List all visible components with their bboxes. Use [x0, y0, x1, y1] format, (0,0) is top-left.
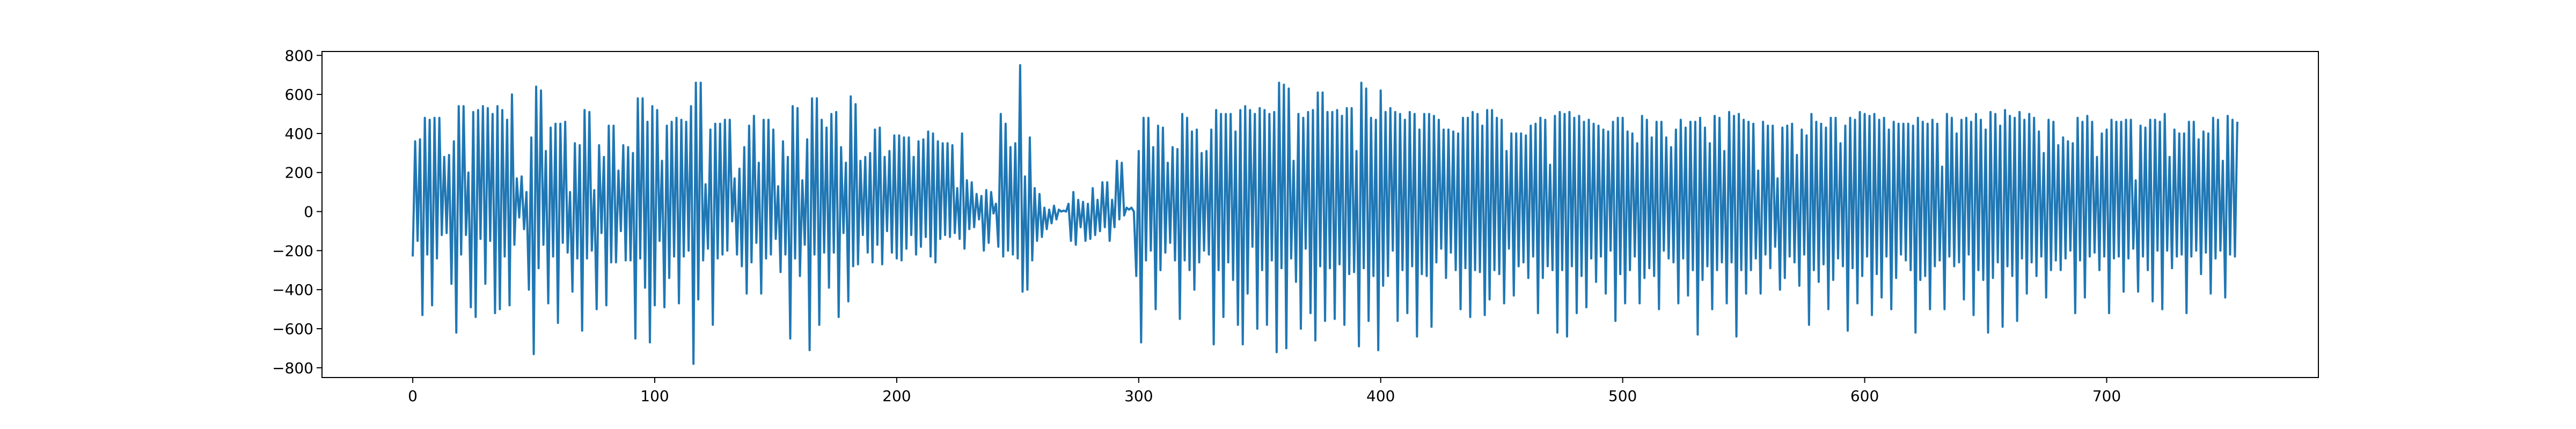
y-tick-label: −800 — [272, 359, 313, 377]
x-tick-label: 0 — [408, 387, 418, 405]
x-tick-label: 200 — [882, 387, 911, 405]
x-tick-label: 100 — [640, 387, 669, 405]
series-layer — [412, 64, 2238, 365]
x-tick-label: 700 — [2092, 387, 2121, 405]
y-tick-label: −200 — [272, 242, 313, 260]
plot-area: 0 100 200 300 400 500 600 700 −800 −600 −400 −200 0… — [272, 47, 2319, 405]
y-tick-label: 0 — [304, 203, 313, 221]
y-tick-label: −400 — [272, 281, 313, 299]
y-tick-label: −600 — [272, 320, 313, 338]
y-tick-label: 600 — [285, 86, 313, 103]
x-tick-label: 500 — [1608, 387, 1637, 405]
x-tick-label: 600 — [1850, 387, 1879, 405]
y-axis: −800 −600 −400 −200 0 200 400 600 800 — [272, 47, 322, 377]
y-tick-label: 800 — [285, 47, 313, 64]
plot-frame — [321, 51, 2319, 378]
x-axis: 0 100 200 300 400 500 600 700 — [408, 378, 2121, 405]
series-line-0 — [412, 64, 2238, 365]
x-tick-label: 300 — [1124, 387, 1153, 405]
y-tick-label: 200 — [285, 164, 313, 182]
y-tick-label: 400 — [285, 125, 313, 143]
x-tick-label: 400 — [1366, 387, 1395, 405]
